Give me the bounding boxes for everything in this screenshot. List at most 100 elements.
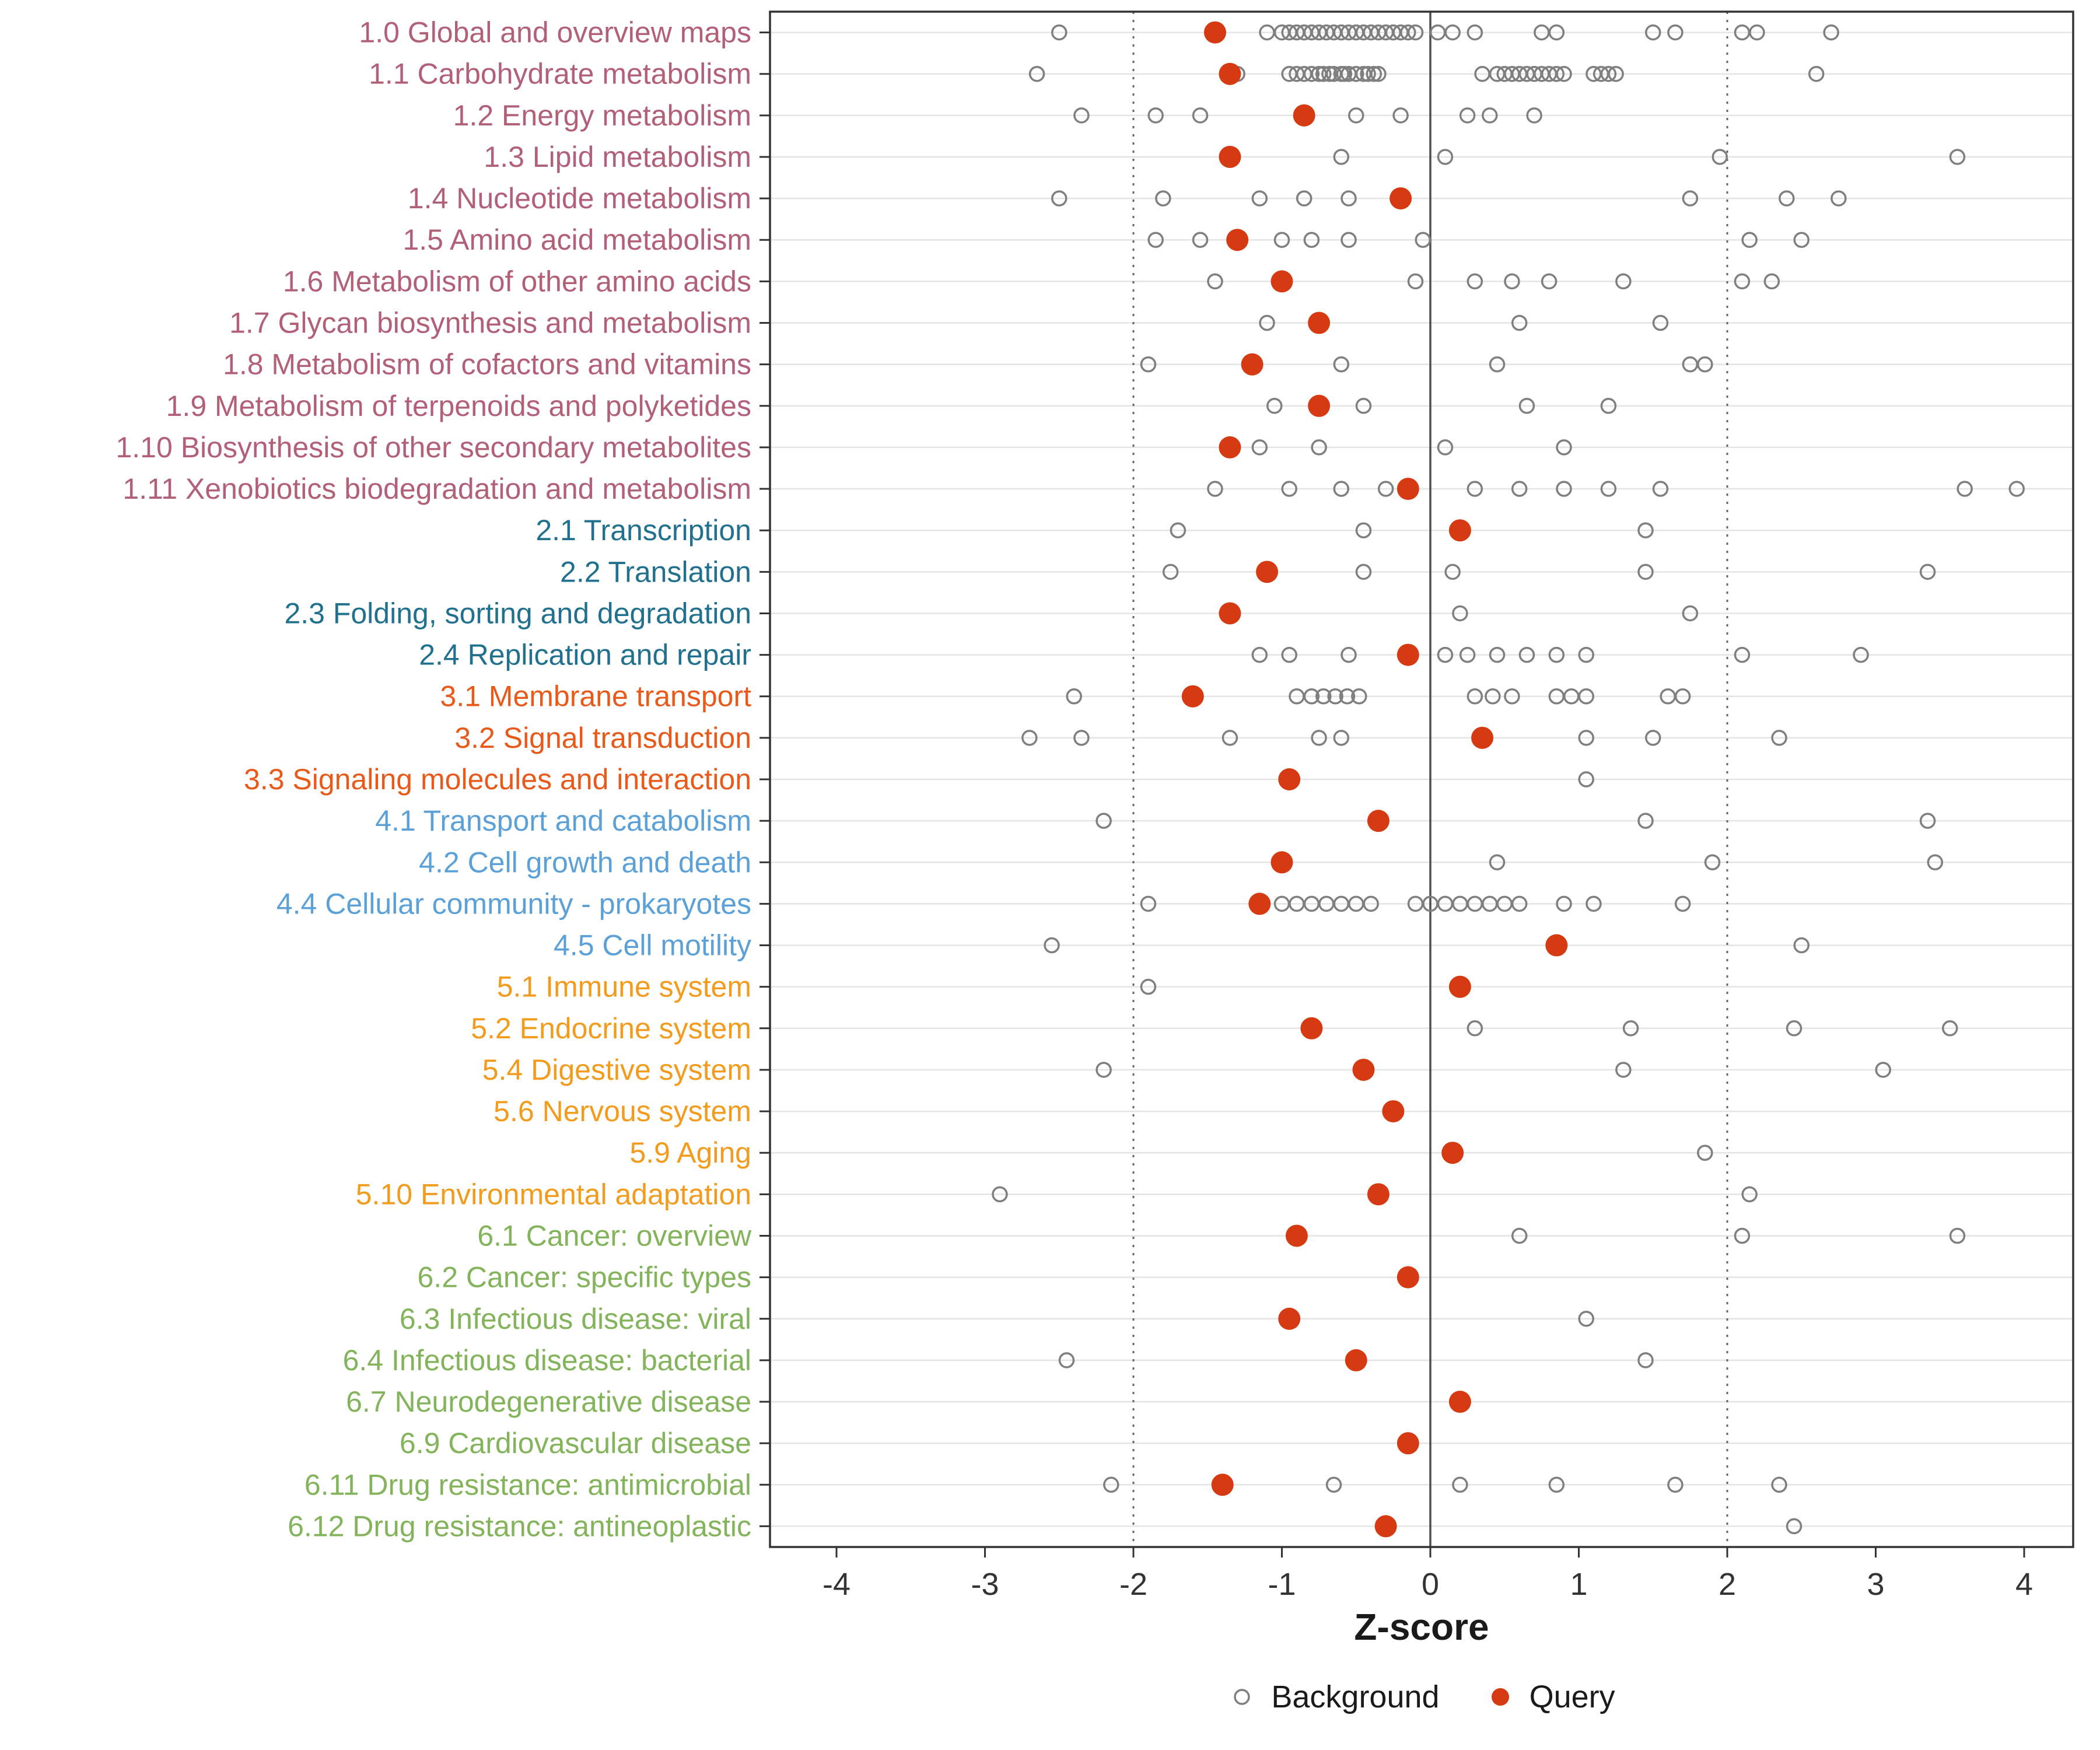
background-point [1645, 730, 1661, 746]
y-axis-label: 6.4 Infectious disease: bacterial [343, 1344, 751, 1377]
background-point [1452, 605, 1468, 622]
y-axis-label: 6.11 Drug resistance: antimicrobial [304, 1468, 751, 1501]
background-point [992, 1186, 1008, 1203]
background-point [1942, 1020, 1958, 1037]
query-point [1448, 519, 1471, 542]
background-point [1140, 978, 1157, 995]
legend-label-query: Query [1529, 1679, 1615, 1714]
background-point [1303, 688, 1320, 705]
y-axis-label: 6.1 Cancer: overview [477, 1219, 752, 1252]
background-point [1489, 646, 1506, 663]
y-axis-label: 1.8 Metabolism of cofactors and vitamins [223, 348, 751, 381]
background-point [1303, 232, 1320, 248]
background-point [1949, 149, 1966, 165]
background-point [1600, 65, 1617, 82]
background-point [1444, 564, 1461, 580]
y-axis-label: 6.9 Cardiovascular disease [400, 1427, 751, 1460]
query-point [1256, 561, 1279, 583]
background-point [1340, 646, 1357, 663]
y-axis-label: 2.3 Folding, sorting and degradation [284, 597, 751, 629]
y-axis-label: 5.1 Immune system [497, 971, 751, 1003]
background-point [1096, 813, 1112, 829]
query-point [1367, 1183, 1390, 1206]
background-point [1192, 232, 1209, 248]
y-axis-label: 3.2 Signal transduction [454, 722, 751, 754]
background-point [1103, 1476, 1119, 1493]
query-point [1396, 1266, 1419, 1289]
background-point [1831, 190, 1847, 206]
background-point [1437, 439, 1454, 456]
y-axis-label: 5.10 Environmental adaptation [356, 1178, 751, 1210]
background-point [1489, 854, 1506, 871]
query-point [1382, 1100, 1405, 1123]
legend-label-background: Background [1271, 1679, 1440, 1714]
query-point [1219, 145, 1241, 168]
background-point [1340, 190, 1357, 206]
background-point [1281, 481, 1297, 497]
background-point [1066, 688, 1082, 705]
background-point [1170, 522, 1186, 538]
y-axis-label: 5.6 Nervous system [494, 1095, 751, 1128]
background-point [1207, 481, 1223, 497]
background-point [1600, 481, 1617, 497]
background-point [1315, 65, 1332, 82]
background-point [1377, 481, 1394, 497]
background-point [1548, 65, 1565, 82]
background-point [1779, 190, 1795, 206]
background-point [1637, 813, 1654, 829]
query-point [1367, 810, 1390, 832]
background-point [1511, 1227, 1528, 1244]
background-point [1340, 232, 1357, 248]
background-point [1652, 314, 1669, 331]
background-point [1578, 688, 1594, 705]
x-tick-label: -1 [1268, 1567, 1296, 1598]
query-point [1219, 62, 1241, 85]
background-point [1763, 273, 1780, 290]
query-point [1285, 1224, 1308, 1247]
query-point [1396, 643, 1419, 666]
background-point [1333, 730, 1350, 746]
y-axis-label: 5.2 Endocrine system [471, 1012, 751, 1045]
background-point [1073, 107, 1090, 124]
background-point [1407, 273, 1424, 290]
background-point [1327, 688, 1343, 705]
y-axis-label: 5.9 Aging [629, 1136, 751, 1169]
background-point [1556, 895, 1572, 912]
query-point [1278, 768, 1301, 790]
background-point [1437, 149, 1454, 165]
y-axis-label: 4.2 Cell growth and death [419, 846, 751, 878]
background-point [1697, 1144, 1713, 1161]
background-point [1556, 65, 1572, 82]
background-point [1586, 895, 1602, 912]
query-point [1390, 187, 1412, 210]
background-point [1511, 314, 1528, 331]
background-point [1207, 273, 1223, 290]
background-point [1360, 65, 1376, 82]
background-point [1749, 24, 1765, 41]
y-axis-label: 1.3 Lipid metabolism [484, 141, 751, 173]
y-axis-label: 3.3 Signaling molecules and interaction [244, 763, 751, 796]
background-point [1096, 1062, 1112, 1078]
background-point [1058, 1352, 1075, 1368]
y-axis-label: 6.2 Cancer: specific types [418, 1261, 752, 1294]
background-point [1548, 24, 1565, 41]
background-point [1518, 398, 1535, 414]
background-point [1489, 356, 1506, 373]
background-point [1415, 232, 1432, 248]
zscore-strip-plot: 1.0 Global and overview maps 1.1 Carbohyd… [116, 10, 2074, 1598]
y-axis-label: 1.11 Xenobiotics biodegradation and meta… [123, 473, 751, 505]
background-point [1485, 688, 1501, 705]
query-point [1241, 353, 1264, 376]
background-point [1044, 937, 1060, 954]
y-axis-label: 4.4 Cellular community - prokaryotes [276, 887, 751, 920]
query-point [1396, 1432, 1419, 1455]
background-point [1600, 398, 1617, 414]
background-point [1949, 1227, 1966, 1244]
background-point [1140, 356, 1157, 373]
background-point [1051, 190, 1068, 206]
query-point [1219, 602, 1241, 625]
background-point [1296, 190, 1312, 206]
background-point [1028, 65, 1045, 82]
background-point [1355, 564, 1372, 580]
